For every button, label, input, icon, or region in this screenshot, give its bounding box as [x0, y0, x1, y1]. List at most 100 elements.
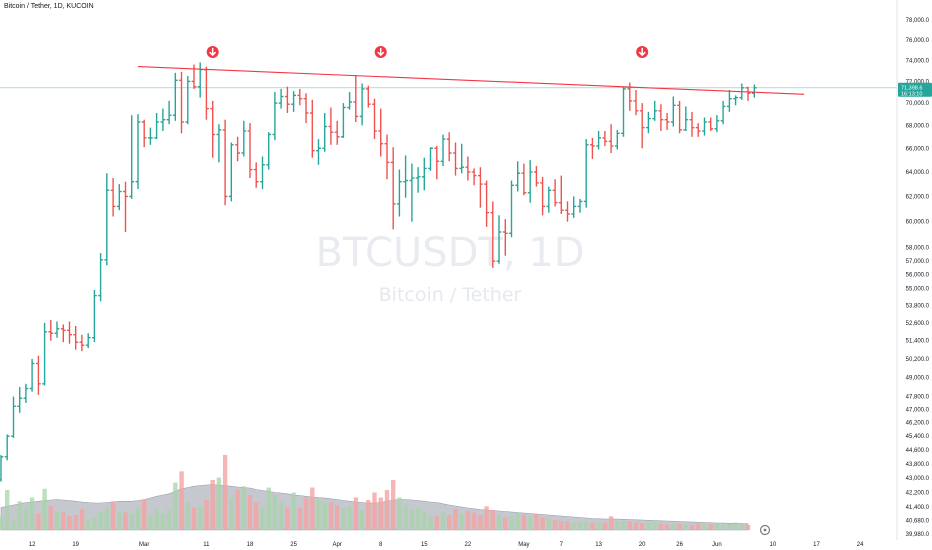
ohlc-bar[interactable]	[590, 137, 595, 159]
ohlc-bar[interactable]	[428, 147, 433, 171]
ohlc-bar[interactable]	[646, 111, 651, 134]
ohlc-bar[interactable]	[521, 163, 527, 196]
ohlc-bar[interactable]	[322, 113, 328, 152]
arrow-down-circle-icon[interactable]	[206, 46, 219, 58]
ohlc-bar[interactable]	[714, 115, 720, 133]
ohlc-bar[interactable]	[372, 98, 377, 140]
ohlc-bar[interactable]	[135, 114, 141, 189]
ohlc-bar[interactable]	[247, 123, 253, 178]
ohlc-bar[interactable]	[440, 134, 446, 167]
ohlc-bar[interactable]	[228, 142, 234, 202]
ohlc-bar[interactable]	[633, 90, 639, 116]
ohlc-bar[interactable]	[291, 91, 296, 112]
ohlc-bar[interactable]	[558, 175, 564, 214]
ohlc-bar[interactable]	[478, 167, 483, 208]
ohlc-bar[interactable]	[397, 169, 402, 217]
ohlc-bar[interactable]	[347, 92, 352, 110]
ohlc-bar[interactable]	[67, 321, 72, 344]
ohlc-bar[interactable]	[0, 455, 4, 482]
ohlc-bar[interactable]	[334, 120, 340, 145]
ohlc-bar[interactable]	[359, 83, 365, 126]
ohlc-bar[interactable]	[733, 95, 738, 106]
ohlc-bar[interactable]	[341, 103, 346, 138]
ohlc-bar[interactable]	[11, 396, 16, 438]
ohlc-bar[interactable]	[92, 290, 97, 343]
ohlc-bar[interactable]	[204, 66, 209, 120]
ohlc-bar[interactable]	[515, 161, 521, 192]
ohlc-bar[interactable]	[446, 132, 452, 162]
ohlc-bar[interactable]	[129, 115, 135, 199]
ohlc-bar[interactable]	[303, 93, 309, 124]
ohlc-bar[interactable]	[527, 160, 533, 203]
ohlc-bar[interactable]	[490, 201, 496, 268]
ohlc-bar[interactable]	[42, 322, 47, 386]
ohlc-bar[interactable]	[222, 119, 228, 206]
ohlc-bar[interactable]	[316, 139, 321, 165]
ohlc-bar[interactable]	[496, 215, 502, 264]
ohlc-bar[interactable]	[23, 383, 29, 403]
ohlc-bar[interactable]	[60, 324, 66, 343]
ohlc-bar[interactable]	[421, 157, 427, 191]
ohlc-bar[interactable]	[216, 124, 222, 163]
ohlc-bar[interactable]	[415, 167, 421, 193]
ohlc-bar[interactable]	[378, 108, 384, 157]
ohlc-bar[interactable]	[154, 113, 159, 140]
ohlc-bar[interactable]	[695, 123, 701, 137]
ohlc-bar[interactable]	[309, 99, 315, 158]
ohlc-bar[interactable]	[677, 100, 682, 134]
ohlc-bar[interactable]	[353, 75, 359, 122]
ohlc-bar[interactable]	[160, 108, 166, 131]
ohlc-bar[interactable]	[465, 156, 471, 181]
ohlc-bar[interactable]	[577, 198, 583, 213]
ohlc-bar[interactable]	[502, 219, 508, 256]
ohlc-bar[interactable]	[365, 85, 371, 108]
ohlc-bar[interactable]	[534, 166, 539, 187]
ohlc-bar[interactable]	[384, 134, 390, 180]
ohlc-bar[interactable]	[658, 104, 664, 131]
ohlc-bar[interactable]	[285, 86, 290, 113]
ohlc-bar[interactable]	[434, 146, 440, 180]
ohlc-bar[interactable]	[172, 72, 178, 121]
ohlc-bar[interactable]	[179, 71, 184, 134]
ohlc-bar[interactable]	[166, 100, 172, 125]
ohlc-bar[interactable]	[210, 100, 216, 158]
ohlc-bar[interactable]	[141, 119, 147, 148]
ohlc-bar[interactable]	[727, 90, 732, 112]
ohlc-bar[interactable]	[652, 100, 658, 121]
ohlc-bar[interactable]	[253, 162, 259, 188]
ohlc-bar[interactable]	[185, 76, 191, 125]
ohlc-bar[interactable]	[702, 117, 707, 136]
ohlc-bar[interactable]	[602, 131, 608, 146]
ohlc-bar[interactable]	[409, 163, 415, 222]
ohlc-bar[interactable]	[540, 176, 545, 216]
ohlc-bar[interactable]	[546, 186, 552, 213]
ohlc-bar[interactable]	[328, 107, 334, 145]
ohlc-bar[interactable]	[79, 334, 85, 352]
ohlc-bar[interactable]	[85, 333, 91, 349]
ohlc-bar[interactable]	[260, 156, 265, 190]
ohlc-bar[interactable]	[459, 143, 465, 174]
ohlc-bar[interactable]	[54, 321, 60, 338]
ohlc-bar[interactable]	[197, 62, 203, 98]
ohlc-bar[interactable]	[297, 88, 303, 106]
ohlc-bar[interactable]	[266, 132, 272, 170]
resistance-trendline[interactable]	[137, 66, 805, 95]
ohlc-bar[interactable]	[621, 86, 626, 137]
arrow-down-circle-icon[interactable]	[374, 46, 387, 58]
ohlc-bar[interactable]	[110, 178, 116, 217]
ohlc-bar[interactable]	[683, 106, 689, 131]
ohlc-bar[interactable]	[278, 88, 284, 109]
ohlc-bar[interactable]	[17, 387, 23, 413]
ohlc-bar[interactable]	[29, 358, 35, 392]
ohlc-bar[interactable]	[48, 320, 54, 341]
ohlc-bar[interactable]	[689, 111, 695, 137]
ohlc-bar[interactable]	[191, 64, 197, 89]
ohlc-bar[interactable]	[484, 180, 489, 227]
ohlc-bar[interactable]	[73, 325, 79, 350]
ohlc-bar[interactable]	[148, 127, 153, 145]
ohlc-bar[interactable]	[241, 120, 247, 157]
ohlc-bar[interactable]	[670, 96, 676, 127]
ohlc-bar[interactable]	[552, 179, 558, 207]
arrow-down-circle-icon[interactable]	[636, 46, 649, 58]
